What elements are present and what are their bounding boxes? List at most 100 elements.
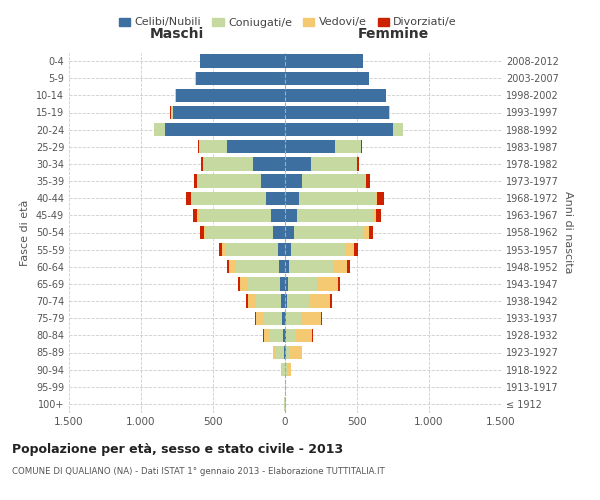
- Bar: [248, 294, 256, 308]
- Bar: [219, 243, 221, 256]
- Bar: [285, 208, 296, 222]
- Bar: [312, 328, 313, 342]
- Bar: [287, 363, 291, 376]
- Bar: [290, 346, 302, 359]
- Bar: [199, 208, 271, 222]
- Bar: [271, 208, 285, 222]
- Bar: [191, 192, 266, 205]
- Bar: [175, 88, 176, 102]
- Bar: [253, 157, 285, 170]
- Bar: [263, 312, 282, 325]
- Bar: [285, 72, 368, 85]
- Bar: [274, 346, 277, 359]
- Bar: [285, 140, 335, 153]
- Bar: [285, 328, 286, 342]
- Bar: [266, 192, 285, 205]
- Text: Popolazione per età, sesso e stato civile - 2013: Popolazione per età, sesso e stato civil…: [12, 442, 343, 456]
- Bar: [193, 208, 197, 222]
- Bar: [376, 192, 377, 205]
- Bar: [299, 192, 376, 205]
- Bar: [229, 260, 235, 274]
- Bar: [335, 140, 361, 153]
- Bar: [293, 226, 363, 239]
- Bar: [321, 312, 322, 325]
- Bar: [331, 294, 332, 308]
- Bar: [154, 123, 166, 136]
- Bar: [173, 106, 285, 119]
- Bar: [196, 72, 285, 85]
- Bar: [194, 174, 197, 188]
- Bar: [286, 328, 295, 342]
- Bar: [197, 208, 199, 222]
- Bar: [367, 174, 370, 188]
- Y-axis label: Anni di nascita: Anni di nascita: [563, 191, 572, 274]
- Bar: [285, 88, 386, 102]
- Bar: [287, 294, 309, 308]
- Bar: [288, 277, 317, 290]
- Bar: [199, 140, 227, 153]
- Bar: [332, 260, 347, 274]
- Bar: [285, 174, 302, 188]
- Bar: [296, 208, 373, 222]
- Bar: [373, 208, 376, 222]
- Bar: [285, 277, 288, 290]
- Bar: [200, 54, 285, 68]
- Bar: [346, 243, 354, 256]
- Bar: [286, 312, 301, 325]
- Bar: [227, 140, 285, 153]
- Bar: [187, 192, 191, 205]
- Bar: [289, 260, 332, 274]
- Text: Maschi: Maschi: [150, 26, 204, 40]
- Bar: [389, 106, 390, 119]
- Bar: [376, 208, 382, 222]
- Bar: [170, 106, 173, 119]
- Bar: [284, 346, 285, 359]
- Bar: [274, 226, 285, 239]
- Bar: [255, 312, 256, 325]
- Bar: [286, 363, 287, 376]
- Bar: [285, 346, 286, 359]
- Bar: [224, 243, 278, 256]
- Bar: [197, 174, 260, 188]
- Bar: [203, 157, 253, 170]
- Legend: Celibi/Nubili, Coniugati/e, Vedovi/e, Divorziati/e: Celibi/Nubili, Coniugati/e, Vedovi/e, Di…: [115, 13, 461, 32]
- Y-axis label: Fasce di età: Fasce di età: [20, 200, 30, 266]
- Bar: [317, 277, 338, 290]
- Bar: [285, 54, 363, 68]
- Bar: [347, 260, 350, 274]
- Bar: [264, 328, 270, 342]
- Bar: [282, 312, 285, 325]
- Bar: [361, 140, 362, 153]
- Bar: [285, 260, 289, 274]
- Bar: [285, 157, 311, 170]
- Bar: [206, 226, 274, 239]
- Bar: [166, 123, 285, 136]
- Bar: [278, 243, 285, 256]
- Bar: [200, 226, 203, 239]
- Bar: [203, 226, 206, 239]
- Bar: [281, 363, 284, 376]
- Bar: [279, 260, 285, 274]
- Text: Femmine: Femmine: [358, 26, 428, 40]
- Bar: [280, 277, 285, 290]
- Bar: [309, 294, 331, 308]
- Text: COMUNE DI QUALIANO (NA) - Dati ISTAT 1° gennaio 2013 - Elaborazione TUTTITALIA.I: COMUNE DI QUALIANO (NA) - Dati ISTAT 1° …: [12, 468, 385, 476]
- Bar: [221, 243, 224, 256]
- Bar: [270, 328, 283, 342]
- Bar: [286, 346, 290, 359]
- Bar: [377, 192, 383, 205]
- Bar: [263, 328, 264, 342]
- Bar: [200, 157, 203, 170]
- Bar: [277, 346, 284, 359]
- Bar: [363, 226, 368, 239]
- Bar: [238, 277, 239, 290]
- Bar: [235, 260, 279, 274]
- Bar: [285, 312, 286, 325]
- Bar: [285, 226, 293, 239]
- Bar: [301, 312, 321, 325]
- Bar: [302, 174, 365, 188]
- Bar: [256, 312, 263, 325]
- Bar: [239, 277, 248, 290]
- Bar: [393, 123, 403, 136]
- Bar: [285, 243, 291, 256]
